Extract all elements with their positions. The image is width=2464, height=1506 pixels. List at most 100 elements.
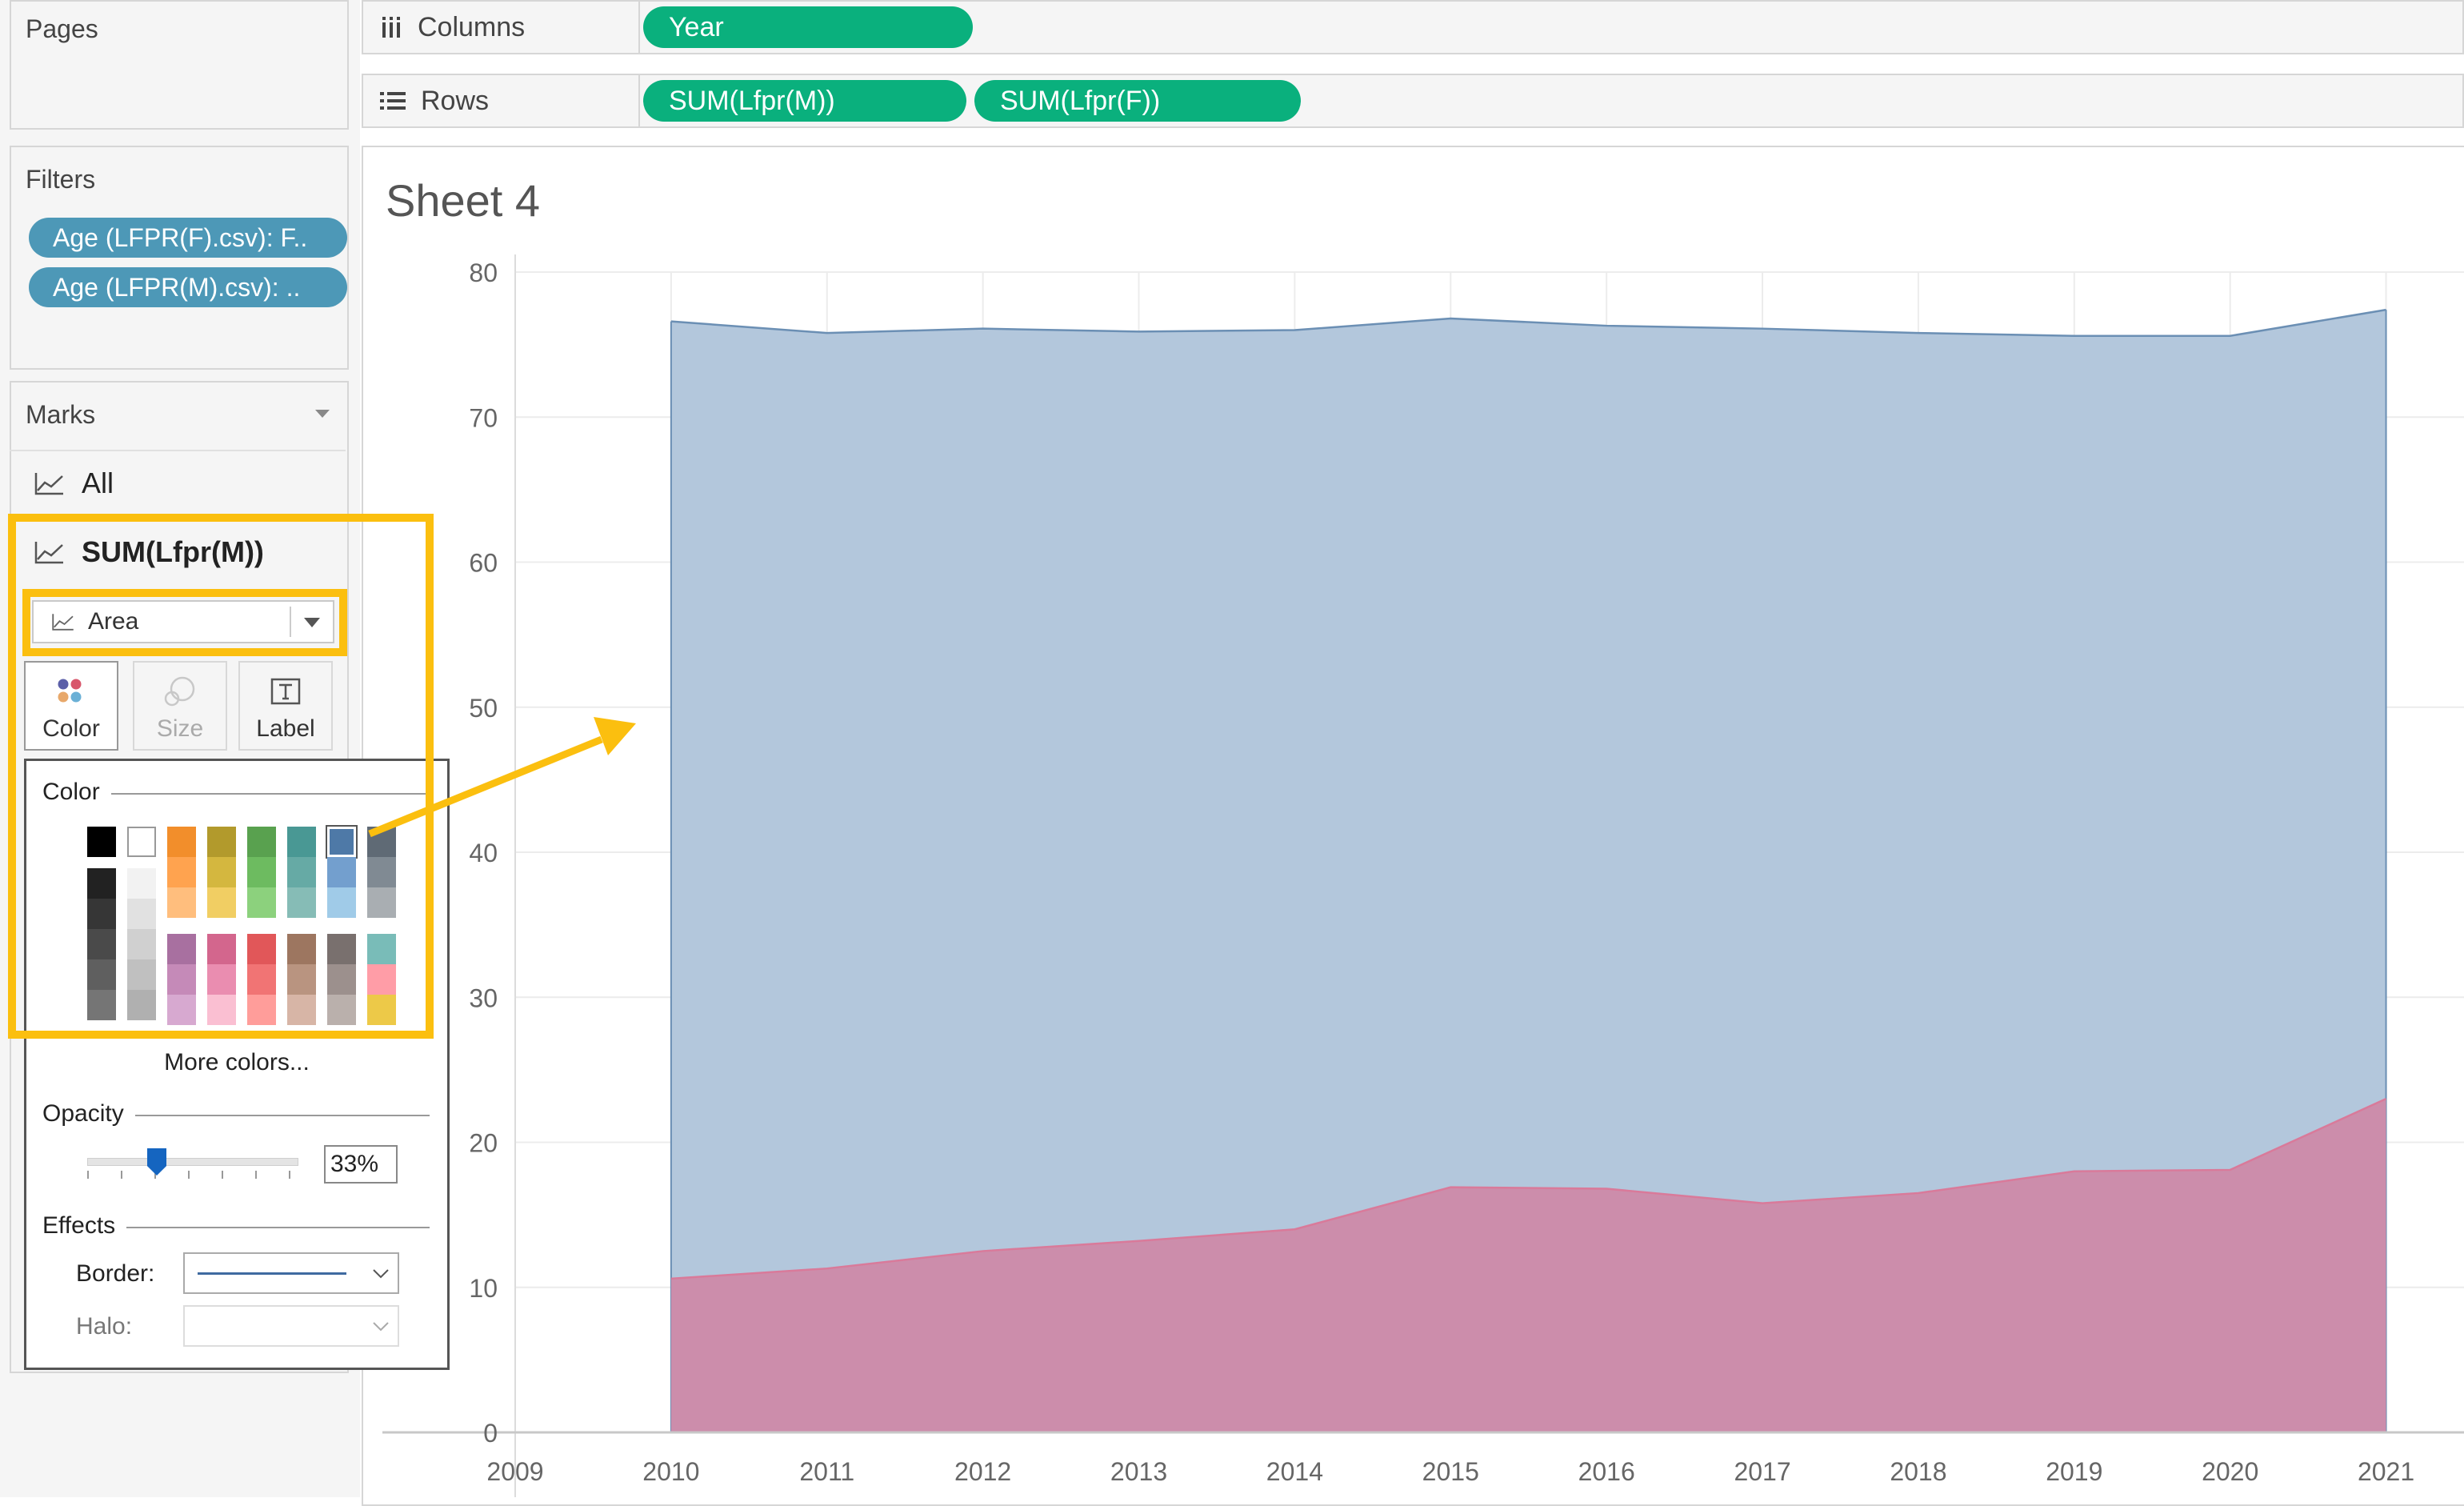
- effects-section-title: Effects: [42, 1212, 127, 1240]
- columns-shelf: Columns Year: [362, 0, 2464, 54]
- mark-type-dropdown[interactable]: Area: [32, 600, 334, 643]
- pill-year[interactable]: Year: [643, 6, 973, 48]
- palette-swatch[interactable]: [127, 959, 156, 990]
- chevron-down-icon: [373, 1269, 389, 1279]
- filters-card: Filters Age (LFPR(F).csv): F.. Age (LFPR…: [10, 146, 349, 370]
- palette-swatch[interactable]: [247, 934, 276, 964]
- color-dots-icon: [58, 679, 82, 703]
- sheet-title: Sheet 4: [386, 175, 541, 226]
- chevron-down-icon: [373, 1322, 389, 1332]
- palette-swatch[interactable]: [327, 964, 356, 995]
- palette-swatch[interactable]: [167, 827, 196, 857]
- rows-label-text: Rows: [421, 85, 490, 116]
- size-button-label: Size: [156, 715, 204, 742]
- palette-swatch[interactable]: [367, 934, 396, 964]
- palette-swatch[interactable]: [287, 964, 316, 995]
- marks-menu-caret-icon[interactable]: [315, 410, 330, 418]
- columns-shelf-label: Columns: [379, 2, 525, 53]
- worksheet-view: [362, 146, 2464, 1506]
- marks-row-all[interactable]: All: [10, 450, 346, 515]
- palette-swatch[interactable]: [87, 959, 116, 990]
- palette-swatch[interactable]: [207, 934, 236, 964]
- palette-swatch[interactable]: [87, 827, 116, 857]
- highlight-box-dropdown: [22, 589, 347, 656]
- section-divider: [42, 793, 430, 795]
- palette-swatch[interactable]: [87, 899, 116, 929]
- palette-swatch[interactable]: [207, 995, 236, 1025]
- palette-swatch[interactable]: [247, 995, 276, 1025]
- palette-swatch[interactable]: [167, 887, 196, 918]
- palette-swatch[interactable]: [167, 995, 196, 1025]
- size-button[interactable]: Size: [133, 661, 227, 751]
- palette-swatch[interactable]: [167, 934, 196, 964]
- palette-swatch[interactable]: [207, 857, 236, 887]
- palette-swatch[interactable]: [247, 887, 276, 918]
- color-section-title: Color: [42, 779, 111, 806]
- palette-swatch[interactable]: [127, 827, 156, 857]
- palette-swatch[interactable]: [327, 857, 356, 887]
- palette-swatch[interactable]: [247, 857, 276, 887]
- palette-swatch[interactable]: [127, 868, 156, 899]
- columns-icon: [382, 17, 400, 38]
- palette-swatch[interactable]: [127, 929, 156, 959]
- palette-swatch[interactable]: [167, 857, 196, 887]
- palette-swatch[interactable]: [167, 964, 196, 995]
- palette-swatch[interactable]: [367, 857, 396, 887]
- palette-swatch[interactable]: [87, 868, 116, 899]
- color-button-label: Color: [42, 715, 100, 742]
- palette-swatch[interactable]: [287, 857, 316, 887]
- rows-icon: [380, 92, 406, 110]
- palette-swatch[interactable]: [287, 995, 316, 1025]
- palette-swatch[interactable]: [207, 887, 236, 918]
- border-line-preview: [198, 1272, 346, 1275]
- palette-swatch[interactable]: [247, 827, 276, 857]
- palette-swatch[interactable]: [87, 990, 116, 1020]
- rows-shelf-label: Rows: [379, 75, 489, 126]
- filter-pill-age-f[interactable]: Age (LFPR(F).csv): F..: [29, 218, 347, 258]
- shelf-divider: [638, 75, 640, 126]
- palette-swatch[interactable]: [327, 995, 356, 1025]
- palette-swatch[interactable]: [207, 827, 236, 857]
- label-button[interactable]: Label: [238, 661, 333, 751]
- area-mark-icon: [34, 542, 63, 564]
- border-select[interactable]: [183, 1252, 399, 1294]
- color-button[interactable]: Color: [24, 661, 118, 751]
- filter-pill-age-m[interactable]: Age (LFPR(M).csv): ..: [29, 267, 347, 307]
- area-mark-icon: [52, 614, 74, 631]
- columns-label-text: Columns: [418, 11, 526, 42]
- opacity-slider[interactable]: [87, 1148, 298, 1180]
- pill-sum-lfpr-f[interactable]: SUM(Lfpr(F)): [974, 80, 1301, 122]
- pill-sum-lfpr-m[interactable]: SUM(Lfpr(M)): [643, 80, 966, 122]
- opacity-value-field[interactable]: 33%: [324, 1145, 398, 1184]
- dropdown-separator: [290, 607, 291, 637]
- palette-swatch[interactable]: [287, 827, 316, 857]
- section-divider: [42, 1227, 430, 1228]
- marks-row-label: All: [82, 467, 114, 499]
- palette-swatch[interactable]: [367, 964, 396, 995]
- mark-type-value: Area: [88, 608, 139, 635]
- palette-swatch[interactable]: [247, 964, 276, 995]
- halo-select[interactable]: [183, 1305, 399, 1347]
- marks-title: Marks: [26, 400, 96, 429]
- palette-swatch[interactable]: [207, 964, 236, 995]
- section-divider: [42, 1115, 430, 1116]
- border-label: Border:: [76, 1260, 155, 1287]
- filters-title: Filters: [26, 165, 96, 194]
- palette-swatch[interactable]: [87, 929, 116, 959]
- palette-swatch[interactable]: [327, 887, 356, 918]
- palette-swatch[interactable]: [367, 887, 396, 918]
- area-mark-icon: [34, 473, 63, 495]
- palette-swatch[interactable]: [287, 887, 316, 918]
- shelf-divider: [638, 2, 640, 53]
- palette-swatch[interactable]: [367, 995, 396, 1025]
- label-t-icon: [270, 678, 301, 705]
- pages-title: Pages: [26, 14, 98, 43]
- palette-swatch[interactable]: [127, 990, 156, 1020]
- chevron-down-icon[interactable]: [304, 618, 320, 627]
- more-colors-link[interactable]: More colors...: [164, 1049, 310, 1075]
- palette-swatch[interactable]: [327, 827, 356, 857]
- palette-swatch[interactable]: [327, 934, 356, 964]
- palette-swatch[interactable]: [127, 899, 156, 929]
- slider-track: [87, 1158, 298, 1166]
- palette-swatch[interactable]: [287, 934, 316, 964]
